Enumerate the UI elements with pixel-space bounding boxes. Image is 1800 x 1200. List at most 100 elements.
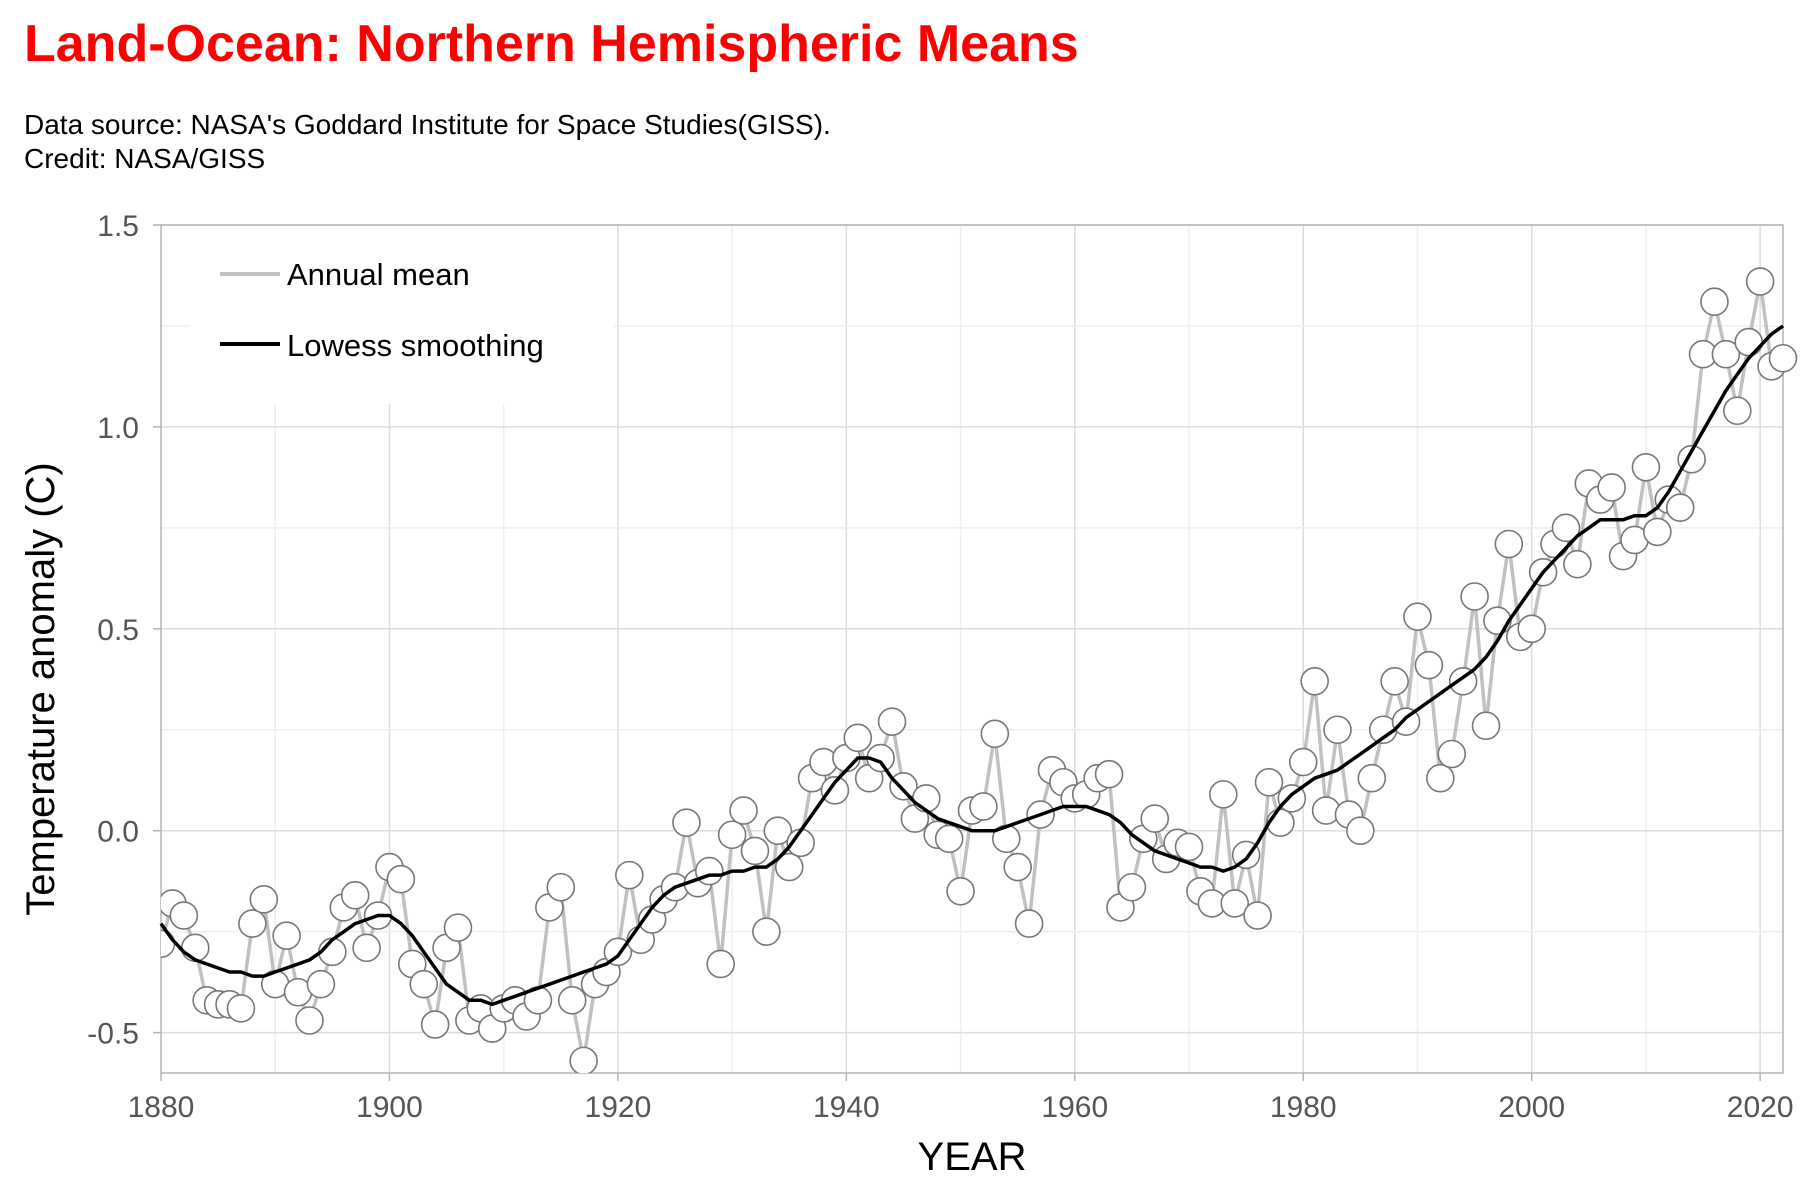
annual-mean-point [1643, 517, 1672, 547]
annual-mean-point [946, 876, 975, 906]
x-tick-label: 1980 [1270, 1091, 1337, 1124]
annual-mean-point [1426, 763, 1455, 793]
annual-mean-point [1014, 909, 1044, 938]
x-axis-label: YEAR [918, 1135, 1027, 1179]
annual-mean-point [1220, 889, 1250, 918]
annual-mean-point [238, 909, 267, 938]
x-tick-label: 2000 [1498, 1091, 1565, 1124]
annual-mean-point [1208, 780, 1238, 809]
annual-mean-point [820, 776, 850, 805]
annual-mean-point [1471, 711, 1501, 741]
annual-mean-point [1700, 287, 1729, 317]
annual-mean-point [306, 969, 336, 999]
plot-frame [160, 224, 1784, 1074]
annual-mean-point [1323, 715, 1352, 745]
annual-mean-point [774, 852, 804, 882]
lowess-smoothing-series [159, 324, 1785, 1007]
annual-mean-point [546, 872, 576, 902]
x-tick-label: 1940 [813, 1091, 880, 1124]
annual-mean-point [1734, 327, 1764, 357]
annual-mean-point [352, 933, 381, 963]
annual-mean-point [1140, 804, 1170, 833]
annual-mean-point [763, 816, 793, 846]
x-tick-label: 1920 [585, 1091, 652, 1124]
legend-box [190, 226, 614, 404]
y-tick-label: 1.5 [97, 210, 139, 243]
annual-mean-point [1460, 582, 1489, 611]
annual-mean-point [1711, 339, 1741, 369]
annual-mean-point [1597, 473, 1626, 502]
annual-mean-point [272, 921, 301, 951]
annual-mean-point [1288, 747, 1318, 777]
annual-mean-point [420, 1010, 450, 1039]
annual-mean-point [1243, 901, 1272, 930]
annual-mean-point [1117, 872, 1147, 902]
y-tick-label: -0.5 [87, 1018, 139, 1051]
annual-mean-point [1437, 739, 1467, 769]
annual-mean-point [729, 796, 758, 825]
legend: Annual mean Lowess smoothing [190, 226, 614, 404]
annual-mean-point [1380, 667, 1409, 696]
annual-mean-point [295, 1006, 324, 1035]
annual-mean-point [1254, 767, 1284, 797]
annual-mean-point [740, 836, 770, 866]
annual-mean-point [980, 719, 1010, 749]
annual-mean-point [615, 860, 644, 890]
annual-mean-point [1300, 667, 1329, 696]
annual-mean-point [226, 994, 256, 1023]
x-tick-label: 1880 [128, 1091, 195, 1124]
annual-mean-point [969, 792, 998, 821]
annual-mean-point [752, 917, 781, 946]
annual-mean-point [1357, 763, 1387, 793]
annual-mean-point [443, 913, 473, 942]
annual-mean-point [1768, 343, 1798, 373]
annual-mean-point [1403, 602, 1432, 631]
annual-mean-point [1094, 759, 1124, 789]
annual-mean-point [672, 808, 701, 837]
annual-mean-point [717, 820, 747, 850]
annual-mean-point [694, 856, 724, 886]
chart-title: Land-Ocean: Northern Hemispheric Means [24, 15, 1079, 73]
annual-mean-point [934, 824, 964, 854]
annual-mean-point [569, 1046, 598, 1073]
annual-mean-point [889, 771, 918, 801]
annual-mean-point [1346, 816, 1375, 846]
annual-mean-point [1631, 452, 1661, 482]
annual-mean-point [340, 881, 370, 910]
x-tick-label: 1900 [356, 1091, 423, 1124]
annual-mean-point [843, 723, 873, 753]
annual-mean-point [386, 864, 416, 894]
y-axis-label: Temperature anomaly (C) [19, 462, 63, 916]
annual-mean-point [1665, 493, 1695, 522]
annual-mean-point [1414, 650, 1444, 680]
annual-mean-point [180, 933, 210, 963]
chart-subtitle: Data source: NASA's Goddard Institute fo… [24, 108, 831, 176]
y-tick-label: 0.0 [97, 816, 139, 849]
annual-mean-point [706, 949, 736, 979]
y-tick-label: 1.0 [97, 412, 139, 445]
annual-mean-point [1174, 832, 1204, 862]
legend-annual-label: Annual mean [287, 257, 470, 292]
x-tick-label: 1960 [1041, 1091, 1108, 1124]
annual-mean-point [1551, 513, 1581, 543]
x-tick-label: 2020 [1727, 1091, 1794, 1124]
plot-border [160, 224, 1784, 1074]
annual-mean-point [1517, 614, 1547, 644]
annual-mean-point [1494, 529, 1524, 559]
data-source-text: Data source: NASA's Goddard Institute fo… [24, 109, 831, 140]
lowess-smoothing-line [159, 324, 1785, 1007]
annual-mean-point [409, 969, 439, 999]
annual-mean-point [249, 885, 279, 914]
annual-mean-point [557, 986, 587, 1015]
y-tick-label: 0.5 [97, 614, 139, 647]
annual-mean-point [1745, 267, 1775, 296]
credit-text: Credit: NASA/GISS [24, 143, 266, 174]
annual-mean-point [877, 707, 907, 736]
annual-mean-point [169, 901, 199, 930]
tick-labels: 1880 1900 1920 1940 1960 1980 2000 2020 1.5 1.0 0.… [87, 210, 1793, 1124]
annual-mean-point [912, 784, 941, 813]
annual-mean-point [1563, 549, 1592, 579]
legend-lowess-label: Lowess smoothing [287, 328, 544, 363]
annual-mean-point [1003, 852, 1032, 882]
